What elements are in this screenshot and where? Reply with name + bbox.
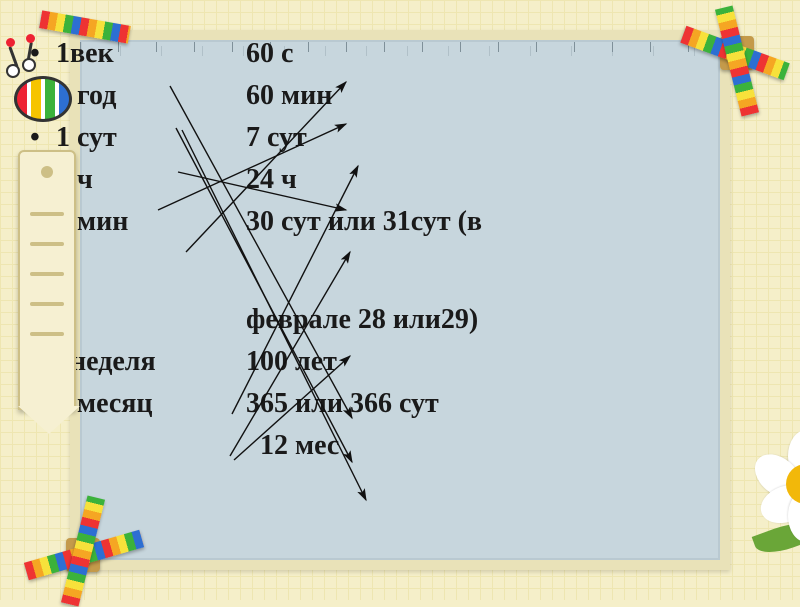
list-row: • 1 мин 30 сут или 31сут (в <box>30 208 780 236</box>
continuation-line: феврале 28 или29) <box>30 306 780 334</box>
right-term: 7 сут <box>246 124 780 152</box>
right-term: 365 или 366 сут <box>246 390 780 418</box>
right-term: 60 мин <box>246 82 780 110</box>
right-term: 30 сут или 31сут (в <box>246 208 780 236</box>
continuation-line: 12 мес <box>30 432 780 460</box>
mid-text: феврале 28 или29) <box>246 306 478 334</box>
list-row: • 1век 60 с <box>30 40 780 68</box>
left-term: 1 месяц <box>56 390 246 418</box>
left-term: 1неделя <box>56 348 246 376</box>
text-content: • 1век 60 с • 1 год 60 мин • 1 сут 7 сут… <box>30 40 780 474</box>
left-term: 1 ч <box>56 166 246 194</box>
bee-icon <box>4 50 90 136</box>
last-text: 12 мес <box>260 432 339 460</box>
right-term: 24 ч <box>246 166 780 194</box>
list-row: • 1неделя 100 лет <box>30 348 780 376</box>
left-term: 1 мин <box>56 208 246 236</box>
list-row: • 1 ч 24 ч <box>30 166 780 194</box>
right-term: 100 лет <box>246 348 780 376</box>
list-row: • 1 месяц 365 или 366 сут <box>30 390 780 418</box>
list-row: • 1 год 60 мин <box>30 82 780 110</box>
bookmark-icon <box>18 150 76 410</box>
list-row: • 1 сут 7 сут <box>30 124 780 152</box>
